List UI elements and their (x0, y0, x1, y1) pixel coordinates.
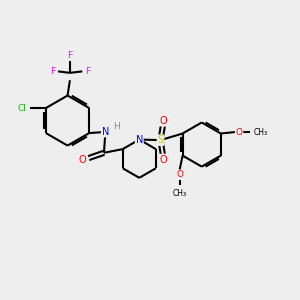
Text: N: N (102, 127, 109, 136)
Text: F: F (85, 67, 90, 76)
Text: Cl: Cl (18, 103, 27, 112)
Text: N: N (136, 134, 143, 145)
Text: O: O (160, 116, 167, 126)
Text: O: O (236, 128, 243, 136)
Text: F: F (50, 67, 56, 76)
Text: O: O (79, 154, 87, 165)
Text: CH₃: CH₃ (254, 128, 268, 136)
Text: O: O (160, 154, 167, 165)
Text: O: O (236, 128, 243, 136)
Text: O: O (176, 170, 183, 179)
Text: S: S (158, 135, 164, 145)
Text: F: F (67, 51, 73, 60)
Text: CH₃: CH₃ (172, 189, 187, 198)
Text: H: H (113, 122, 120, 131)
